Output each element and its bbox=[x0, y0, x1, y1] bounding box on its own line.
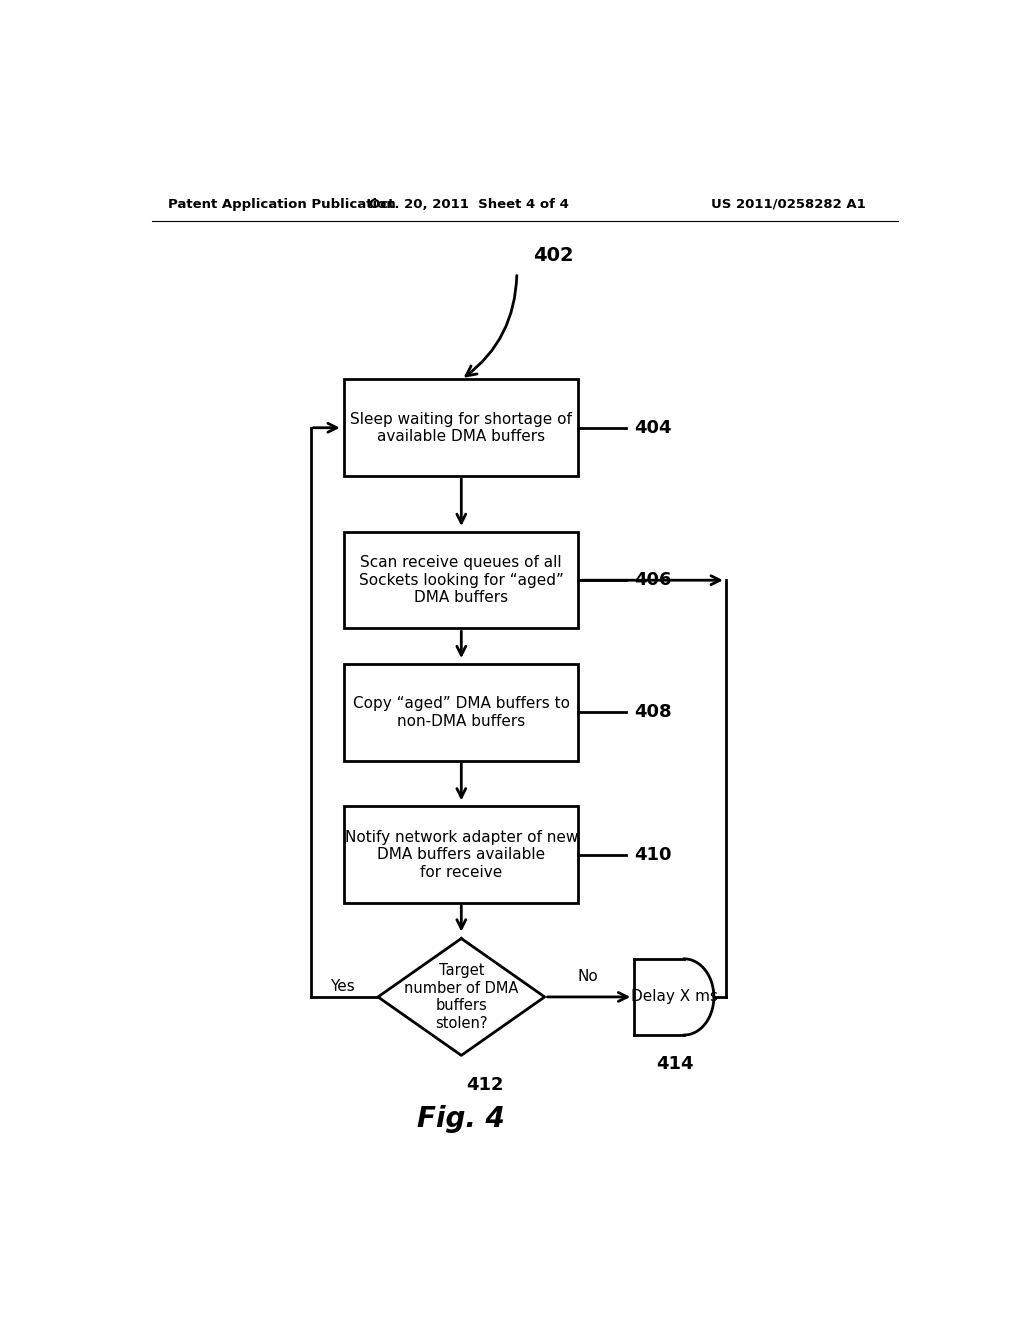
Polygon shape bbox=[634, 958, 714, 1035]
Text: 404: 404 bbox=[634, 418, 672, 437]
Text: Target
number of DMA
buffers
stolen?: Target number of DMA buffers stolen? bbox=[404, 964, 518, 1031]
Text: 408: 408 bbox=[634, 704, 672, 721]
Text: Sleep waiting for shortage of
available DMA buffers: Sleep waiting for shortage of available … bbox=[350, 412, 572, 444]
Polygon shape bbox=[378, 939, 545, 1056]
Text: US 2011/0258282 A1: US 2011/0258282 A1 bbox=[712, 198, 866, 211]
Text: Copy “aged” DMA buffers to
non-DMA buffers: Copy “aged” DMA buffers to non-DMA buffe… bbox=[353, 696, 569, 729]
Text: 412: 412 bbox=[466, 1076, 504, 1094]
Bar bbox=[344, 532, 579, 628]
Text: 414: 414 bbox=[656, 1056, 693, 1073]
Text: Oct. 20, 2011  Sheet 4 of 4: Oct. 20, 2011 Sheet 4 of 4 bbox=[370, 198, 569, 211]
Text: Yes: Yes bbox=[330, 979, 354, 994]
Text: No: No bbox=[578, 969, 599, 985]
Bar bbox=[344, 807, 579, 903]
Text: 410: 410 bbox=[634, 846, 672, 863]
Text: Delay X ms: Delay X ms bbox=[632, 990, 719, 1005]
Text: Notify network adapter of new
DMA buffers available
for receive: Notify network adapter of new DMA buffer… bbox=[345, 830, 578, 879]
Text: Scan receive queues of all
Sockets looking for “aged”
DMA buffers: Scan receive queues of all Sockets looki… bbox=[358, 556, 564, 605]
Text: 406: 406 bbox=[634, 572, 672, 589]
Bar bbox=[344, 664, 579, 760]
Bar bbox=[344, 379, 579, 477]
Text: Patent Application Publication: Patent Application Publication bbox=[168, 198, 395, 211]
Text: 402: 402 bbox=[532, 246, 573, 264]
Text: Fig. 4: Fig. 4 bbox=[418, 1105, 505, 1133]
